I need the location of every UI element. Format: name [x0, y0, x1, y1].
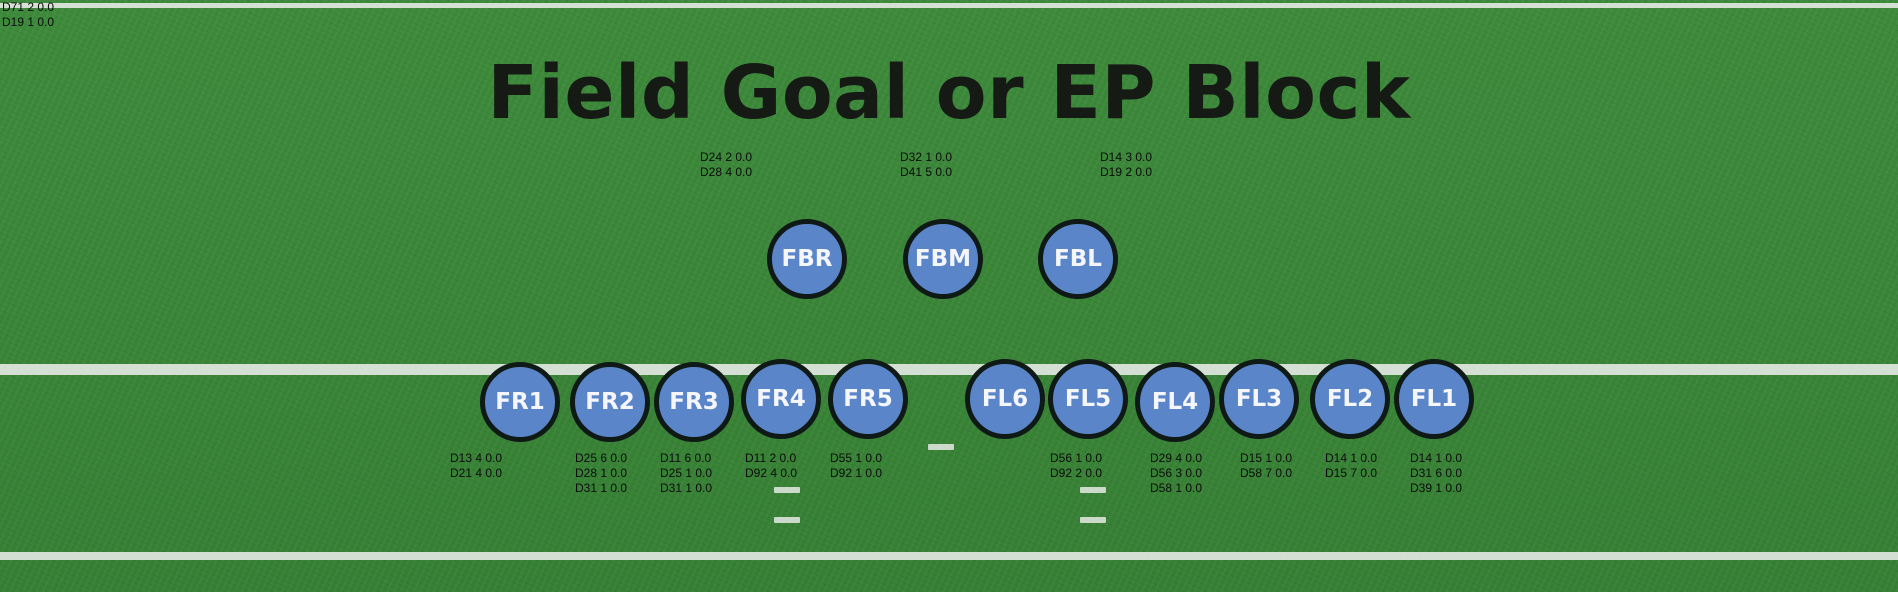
player-stat-line: D29 4 0.0 — [1150, 451, 1203, 465]
player-stat-line: D31 6 0.0 — [1410, 466, 1463, 480]
hash-mark — [1080, 517, 1106, 523]
hash-mark — [928, 444, 954, 450]
player-marker-fl6: FL6 — [965, 359, 1045, 439]
player-stat-line: D14 3 0.0 — [1100, 150, 1153, 164]
player-stat-line: D19 2 0.0 — [1100, 165, 1153, 179]
player-marker-fr3: FR3 — [654, 362, 734, 442]
player-marker-fr4: FR4 — [741, 359, 821, 439]
player-stat-line: D41 5 0.0 — [900, 165, 953, 179]
player-marker-fl5: FL5 — [1048, 359, 1128, 439]
player-marker-fl3: FL3 — [1219, 359, 1299, 439]
player-stat-line: D24 2 0.0 — [700, 150, 753, 164]
hash-mark — [1080, 487, 1106, 493]
player-stat-line: D28 1 0.0 — [575, 466, 628, 480]
player-stat-line: D21 4 0.0 — [450, 466, 503, 480]
player-stat-line: D13 4 0.0 — [450, 451, 503, 465]
hash-mark — [774, 517, 800, 523]
player-stat-line: D31 1 0.0 — [660, 481, 713, 495]
player-stat-line: D28 4 0.0 — [700, 165, 753, 179]
player-stat-line: D58 1 0.0 — [1150, 481, 1203, 495]
player-stat-line: D32 1 0.0 — [900, 150, 953, 164]
corner-stat-line: D71 2 0.0 — [2, 0, 55, 14]
yard-line — [0, 552, 1898, 560]
player-stat-line: D92 1 0.0 — [830, 466, 883, 480]
player-marker-fl2: FL2 — [1310, 359, 1390, 439]
player-stat-line: D58 7 0.0 — [1240, 466, 1293, 480]
line-of-scrimmage — [0, 364, 1898, 375]
player-stat-line: D15 7 0.0 — [1325, 466, 1378, 480]
player-stat-line: D11 6 0.0 — [660, 451, 712, 465]
player-stat-line: D56 3 0.0 — [1150, 466, 1203, 480]
player-marker-fr1: FR1 — [480, 362, 560, 442]
diagram-title: Field Goal or EP Block — [487, 50, 1411, 136]
player-stat-line: D55 1 0.0 — [830, 451, 883, 465]
player-stat-line: D31 1 0.0 — [575, 481, 628, 495]
player-marker-fr2: FR2 — [570, 362, 650, 442]
hash-mark — [774, 487, 800, 493]
corner-stat-line: D19 1 0.0 — [2, 15, 55, 29]
player-marker-fl1: FL1 — [1394, 359, 1474, 439]
player-stat-line: D56 1 0.0 — [1050, 451, 1103, 465]
player-marker-fl4: FL4 — [1135, 362, 1215, 442]
player-stat-line: D92 4 0.0 — [745, 466, 798, 480]
top-sideline — [0, 3, 1898, 8]
player-marker-fbm: FBM — [903, 219, 983, 299]
player-stat-line: D14 1 0.0 — [1410, 451, 1463, 465]
player-marker-fr5: FR5 — [828, 359, 908, 439]
player-marker-fbl: FBL — [1038, 219, 1118, 299]
player-stat-line: D11 2 0.0 — [745, 451, 797, 465]
player-stat-line: D15 1 0.0 — [1240, 451, 1293, 465]
player-stat-line: D14 1 0.0 — [1325, 451, 1378, 465]
player-stat-line: D92 2 0.0 — [1050, 466, 1103, 480]
player-stat-line: D25 6 0.0 — [575, 451, 628, 465]
player-stat-line: D25 1 0.0 — [660, 466, 713, 480]
player-stat-line: D39 1 0.0 — [1410, 481, 1463, 495]
player-marker-fbr: FBR — [767, 219, 847, 299]
